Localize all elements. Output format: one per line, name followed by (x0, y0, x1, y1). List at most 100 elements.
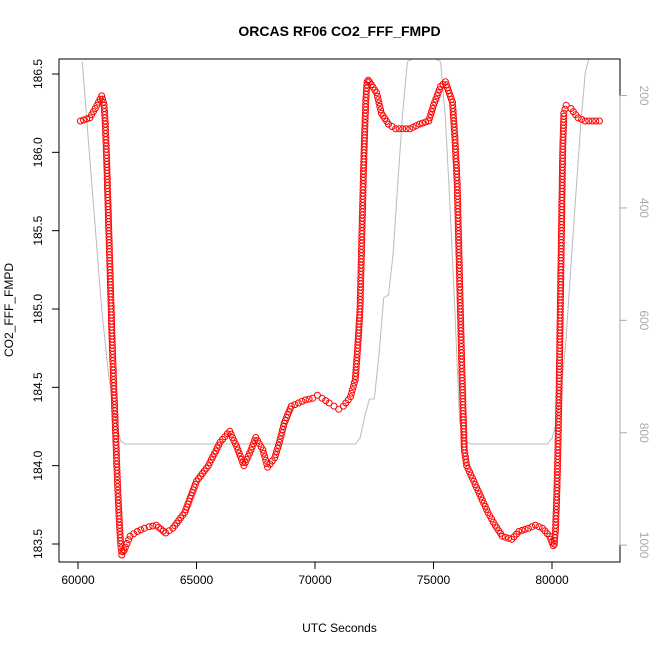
data-point-interp (376, 102, 384, 110)
chart-title: ORCAS RF06 CO2_FFF_FMPD (238, 23, 440, 39)
data-point-interp (272, 451, 280, 459)
data-point-interp (276, 435, 284, 443)
data-point-interp (262, 456, 270, 464)
data-point (287, 402, 295, 410)
data-point-interp (274, 444, 282, 452)
data-point (302, 396, 309, 404)
data-point (126, 532, 134, 540)
y-tick-label: 186.0 (31, 137, 45, 167)
data-point-interp (435, 86, 443, 94)
data-point (415, 120, 423, 128)
x-tick-label: 60000 (61, 573, 95, 587)
data-point (470, 477, 478, 485)
data-point-interp (433, 92, 441, 100)
data-point-interp (165, 527, 173, 535)
data-point-interp (521, 525, 529, 533)
data-point-interp (248, 443, 256, 451)
data-point (399, 125, 407, 133)
data-point-interp (236, 452, 244, 460)
data-point-interp (442, 81, 450, 89)
data-point (76, 117, 84, 125)
data-point-interp (501, 533, 509, 541)
data-point-interp (429, 105, 437, 112)
y-tick-label: 184.5 (31, 372, 45, 402)
data-point (271, 454, 279, 462)
data-point (498, 532, 506, 540)
data-point-interp (114, 486, 122, 494)
data-point-interp (535, 523, 543, 531)
co2-points-layer (76, 76, 603, 559)
data-point (318, 394, 326, 402)
data-point (425, 117, 433, 125)
y-tick-label: 185.0 (31, 294, 45, 324)
data-point-interp (261, 453, 269, 461)
data-point-interp (279, 423, 287, 430)
data-point-interp (227, 430, 235, 438)
data-point-interp (130, 530, 138, 538)
x-axis: 60000 65000 70000 75000 80000 (61, 561, 569, 587)
data-point-interp (585, 117, 593, 125)
data-point-interp (114, 480, 121, 487)
data-point (373, 89, 381, 97)
data-point (247, 446, 255, 454)
data-point (140, 524, 148, 532)
data-point-interp (561, 105, 569, 113)
y-tick-label: 184.0 (31, 450, 45, 480)
data-point-interp (432, 95, 440, 103)
data-point-interp (427, 111, 435, 119)
data-point-interp (123, 540, 131, 547)
data-point (313, 391, 321, 399)
data-point-interp (560, 112, 568, 120)
x-tick-label: 80000 (535, 573, 569, 587)
data-point-interp (426, 114, 434, 122)
data-point-interp (388, 123, 396, 130)
data-point (330, 402, 338, 410)
data-point-interp (273, 448, 281, 456)
plot-frame (58, 58, 621, 563)
data-point-interp (235, 449, 243, 457)
data-point-interp (137, 526, 145, 534)
y2-tick-label: 200 (637, 86, 650, 106)
data-point-interp (275, 441, 282, 449)
data-point-interp (377, 106, 385, 114)
x-axis-label: UTC Seconds (302, 621, 377, 635)
data-point-interp (155, 523, 163, 531)
data-point-interp (117, 537, 124, 545)
data-point (113, 470, 121, 477)
y2-tick-label: 400 (637, 198, 650, 218)
data-point-interp (83, 115, 91, 123)
data-point (294, 399, 302, 407)
y2-tick-label: 600 (637, 310, 650, 330)
x-tick-label: 65000 (180, 573, 214, 587)
y2-tick-label: 1000 (637, 532, 650, 559)
data-point-interp (528, 523, 536, 531)
data-point-interp (439, 80, 447, 88)
data-point-interp (478, 496, 486, 504)
data-point-interp (592, 117, 600, 125)
data-point-interp (114, 483, 122, 491)
data-point-interp (375, 99, 383, 107)
y-tick-label: 186.5 (31, 59, 45, 89)
data-point (531, 521, 539, 529)
data-point (560, 109, 568, 117)
data-point-interp (422, 118, 430, 126)
data-point-interp (114, 493, 122, 501)
data-point-interp (462, 459, 470, 466)
data-point-interp (298, 397, 306, 405)
data-point (275, 438, 283, 446)
y-tick-label: 185.5 (31, 215, 45, 245)
pressure-line (81, 59, 590, 445)
data-point (385, 120, 392, 128)
data-point-interp (350, 379, 358, 387)
y-tick-label: 183.5 (31, 529, 45, 559)
data-point-interp (277, 432, 285, 440)
data-point-interp (431, 98, 439, 106)
data-point-interp (278, 429, 286, 437)
data-point-interp (234, 446, 242, 454)
data-point-interp (428, 108, 436, 116)
data-point (392, 125, 400, 133)
data-point (145, 523, 153, 531)
data-point (335, 405, 343, 413)
y2-axis: 200 400 600 800 1000 (619, 86, 650, 559)
